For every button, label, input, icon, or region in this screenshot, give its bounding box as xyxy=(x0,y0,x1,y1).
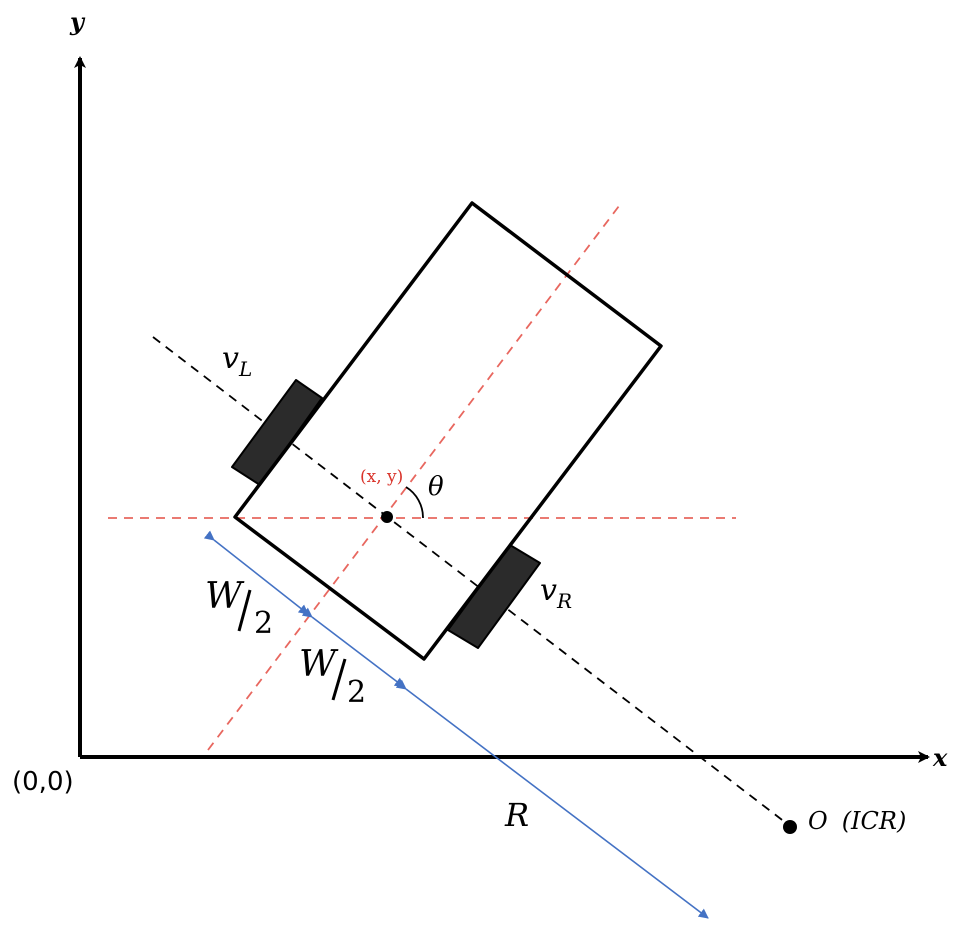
half-width-1-slash xyxy=(237,589,252,632)
icr-label: O (ICR) xyxy=(808,807,906,835)
half-width-label-2: W 2 xyxy=(299,644,366,710)
half-width-1-numerator: W xyxy=(205,576,245,617)
radius-label: R xyxy=(504,796,529,834)
half-width-2-slash xyxy=(331,658,347,701)
heading-line xyxy=(207,201,623,751)
center-label: (x, y) xyxy=(360,467,403,487)
axle-line xyxy=(152,336,791,827)
right-wheel-velocity-subscript: R xyxy=(556,589,572,613)
half-width-1-denominator: 2 xyxy=(254,606,273,641)
left-wheel-velocity-label: vL xyxy=(222,341,252,381)
icr-point xyxy=(783,820,797,834)
robot-body xyxy=(233,201,663,661)
left-wheel-velocity-subscript: L xyxy=(238,357,252,381)
theta-arc xyxy=(405,486,424,519)
origin-label: (0,0) xyxy=(12,767,74,797)
theta-label: θ xyxy=(428,472,444,502)
x-axis-label: x xyxy=(932,743,948,772)
half-width-2-denominator: 2 xyxy=(347,675,366,710)
left-wheel xyxy=(231,379,323,486)
right-wheel xyxy=(447,544,541,649)
half-width-2-numerator: W xyxy=(299,644,339,685)
center-point xyxy=(381,511,393,523)
radius-arrow xyxy=(395,679,709,919)
half-width-label-1: W 2 xyxy=(205,576,273,641)
half-width-arrow-2 xyxy=(301,607,405,688)
y-axis-label: y xyxy=(69,7,86,36)
right-wheel-velocity-label: vR xyxy=(540,573,572,613)
half-width-arrow-1 xyxy=(203,530,309,615)
